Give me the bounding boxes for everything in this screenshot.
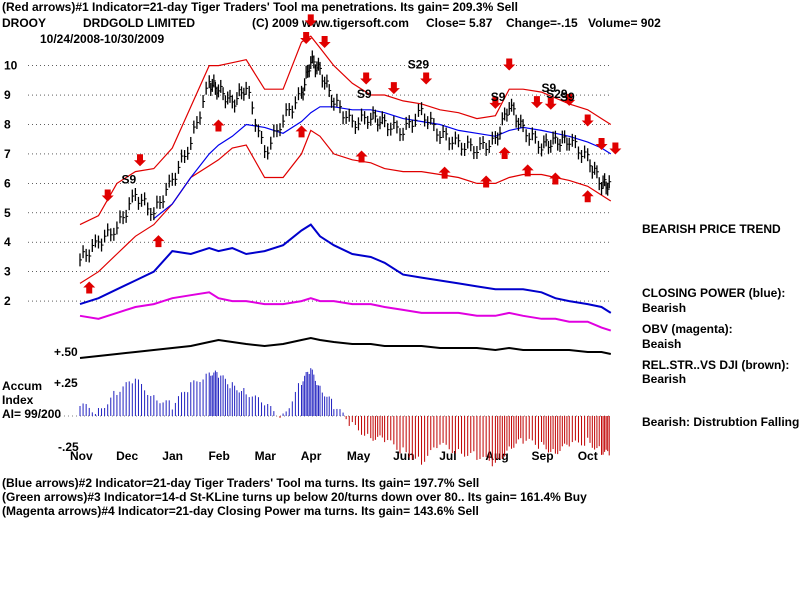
x-tick-label: Jun [393,449,414,463]
buy-arrow [438,166,451,179]
signal-label: S9 [357,87,372,101]
sell-arrow [134,154,146,167]
relstr-label: REL.STR..VS DJI (brown): [642,358,790,372]
copyright-text: (C) 2009 www.tigersoft.com [252,16,409,30]
x-tick-label: Aug [485,449,508,463]
y-tick-label: 10 [4,59,18,73]
buy-arrow [581,190,594,203]
buy-arrow [152,235,165,248]
y-tick-label: 7 [4,147,11,161]
obv-state: Beaish [642,337,682,351]
x-tick-label: Nov [70,449,93,463]
sell-arrow [304,14,317,27]
footer-line-1: (Blue arrows)#2 Indicator=21-day Tiger T… [2,476,480,490]
accum-level-50: +.50 [54,345,78,359]
sell-arrow [300,32,313,45]
volume-value: Volume= 902 [588,16,661,30]
company-name: DRDGOLD LIMITED [83,16,195,30]
buy-arrow [295,125,308,138]
date-range: 10/24/2008-10/30/2009 [40,32,165,46]
signal-label: S9 [491,90,506,104]
buy-arrow [83,281,96,294]
trend-label: BEARISH PRICE TREND [642,222,781,236]
y-tick-label: 5 [4,206,11,220]
y-tick-label: 8 [4,117,11,131]
relstr-line [79,336,612,359]
signal-label: S9 [542,81,557,95]
accum-state: Bearish: Distrubtion Falling. [642,415,800,429]
sell-arrow [581,114,594,127]
buy-arrow [480,175,493,188]
x-tick-label: May [347,449,371,463]
signal-label: S9 [560,90,575,104]
ticker-symbol: DROOY [2,16,47,30]
header-line-1: (Red arrows)#1 Indicator=21-day Tiger Tr… [2,0,518,14]
y-tick-label: 2 [4,294,11,308]
y-tick-label: 4 [4,235,11,249]
sell-arrow [563,93,576,106]
footer-line-2: (Green arrows)#3 Indicator=14-d St-KLine… [2,490,587,504]
x-tick-label: Oct [578,449,598,463]
buy-arrow [355,150,368,163]
accum-title: Accum [2,379,43,393]
buy-arrow [212,119,225,132]
closing-power-line [79,223,612,314]
closing-power-label: CLOSING POWER (blue): [642,286,786,300]
x-tick-label: Feb [208,449,229,463]
accum-title-2: Index [2,393,34,407]
sell-arrow [489,96,502,109]
footer-line-3: (Magenta arrows)#4 Indicator=21-day Clos… [2,504,479,518]
relstr-state: Bearish [642,372,687,386]
sell-arrow [387,82,400,95]
x-tick-label: Dec [116,449,138,463]
sell-arrow [503,58,516,71]
sell-arrow [544,97,557,110]
accum-ai-value: AI= 99/200 [2,407,62,421]
x-tick-label: Mar [255,449,277,463]
signal-label: S9 [122,172,137,186]
sell-arrow [420,72,433,85]
change-value: Change=-.15 [506,16,578,30]
buy-arrow [521,164,534,177]
accum-level-25: +.25 [54,376,78,390]
x-tick-label: Apr [301,449,322,463]
buy-arrow [549,172,562,185]
x-tick-label: Jan [162,449,183,463]
sell-arrow [595,138,608,151]
signal-label: S29 [546,87,568,101]
upper-band-line [79,35,612,226]
x-tick-label: Jul [439,449,456,463]
buy-arrow [498,147,511,160]
sell-arrow [101,189,114,202]
y-tick-label: 3 [4,265,11,279]
x-tick-label: Sep [532,449,554,463]
close-value: Close= 5.87 [426,16,493,30]
sell-arrow [609,142,622,155]
y-tick-label: 6 [4,176,11,190]
signal-label: S29 [408,58,430,72]
sell-arrow [360,72,373,85]
obv-line [79,291,612,332]
y-tick-label: 9 [4,88,11,102]
sell-arrow [530,96,543,109]
sell-arrow [318,35,331,48]
moving-average-line [153,106,612,220]
closing-power-state: Bearish [642,301,687,315]
obv-label: OBV (magenta): [642,322,733,336]
accum-level-neg25: -.25 [58,440,79,454]
